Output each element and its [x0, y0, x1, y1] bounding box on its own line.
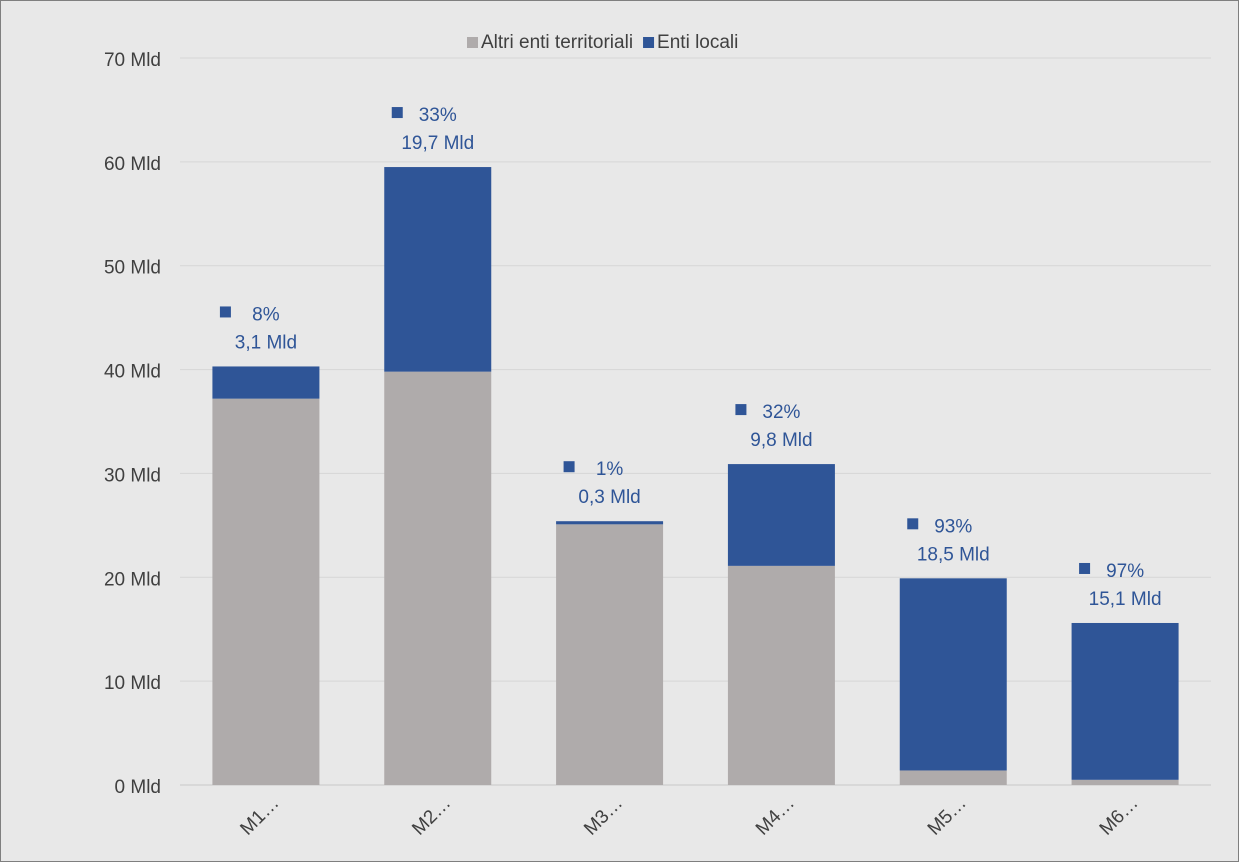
x-tick-label: M3…	[580, 793, 627, 840]
gridlines	[180, 57, 1211, 786]
data-label-percent: 97%	[1106, 561, 1144, 582]
data-label-marker-icon	[391, 107, 403, 119]
data-label-marker-icon	[907, 518, 919, 530]
bar-altri-enti-territoriali	[899, 770, 1007, 785]
x-tick-label: M2…	[408, 793, 455, 840]
data-label-amount: 18,5 Mld	[917, 544, 990, 565]
bar-enti-locali	[556, 521, 664, 525]
data-label-marker-icon	[1079, 562, 1091, 574]
y-tick-label: 50 Mld	[104, 258, 161, 279]
legend-label: Enti locali	[657, 32, 738, 53]
legend-label: Altri enti territoriali	[481, 32, 633, 53]
bar-altri-enti-territoriali	[727, 565, 835, 785]
x-tick-label: M1…	[236, 793, 283, 840]
x-tick-label: M5…	[924, 793, 971, 840]
y-tick-label: 20 Mld	[104, 569, 161, 590]
data-label-amount: 3,1 Mld	[235, 332, 297, 353]
y-tick-label: 0 Mld	[115, 777, 161, 798]
data-label-percent: 93%	[934, 516, 972, 537]
y-tick-label: 70 Mld	[104, 50, 161, 71]
y-tick-label: 10 Mld	[104, 673, 161, 694]
bar-enti-locali	[212, 366, 320, 399]
data-label-percent: 1%	[596, 459, 624, 480]
data-label-amount: 0,3 Mld	[578, 487, 640, 508]
data-label-percent: 33%	[419, 105, 457, 126]
bar-enti-locali	[727, 464, 835, 566]
bar-enti-locali	[1071, 622, 1179, 780]
legend-swatch-icon	[467, 37, 478, 48]
data-label-marker-icon	[735, 404, 747, 416]
bar-altri-enti-territoriali	[556, 524, 664, 785]
data-label-amount: 19,7 Mld	[401, 133, 474, 154]
x-axis-tick-labels: M1… M2… M3… M4… M5… M6…	[236, 793, 1142, 840]
data-label-marker-icon	[219, 306, 231, 318]
y-axis-tick-labels: 0 Mld 10 Mld 20 Mld 30 Mld 40 Mld 50 Mld 60 Ml…	[104, 50, 161, 798]
x-tick-label: M6…	[1096, 793, 1143, 840]
data-label-percent: 8%	[252, 304, 280, 325]
data-label-percent: 32%	[762, 402, 800, 423]
y-tick-label: 60 Mld	[104, 154, 161, 175]
data-label-amount: 15,1 Mld	[1089, 589, 1162, 610]
bar-altri-enti-territoriali	[384, 371, 492, 785]
bar-enti-locali	[899, 578, 1007, 771]
data-label-marker-icon	[563, 461, 575, 473]
data-label-amount: 9,8 Mld	[750, 430, 812, 451]
data-labels: 8% 3,1 Mld 33% 19,7 Mld 1% 0,3 Mld 32% 9,8 Mld 9…	[219, 105, 1162, 610]
bar-altri-enti-territoriali	[212, 398, 320, 785]
y-tick-label: 40 Mld	[104, 362, 161, 383]
legend-swatch-icon	[643, 37, 655, 48]
bar-altri-enti-territoriali	[1071, 779, 1179, 785]
bars	[212, 167, 1179, 785]
bar-enti-locali	[384, 167, 492, 372]
legend: Altri enti territoriali Enti locali	[467, 32, 738, 53]
x-tick-label: M4…	[752, 793, 799, 840]
y-tick-label: 30 Mld	[104, 465, 161, 486]
